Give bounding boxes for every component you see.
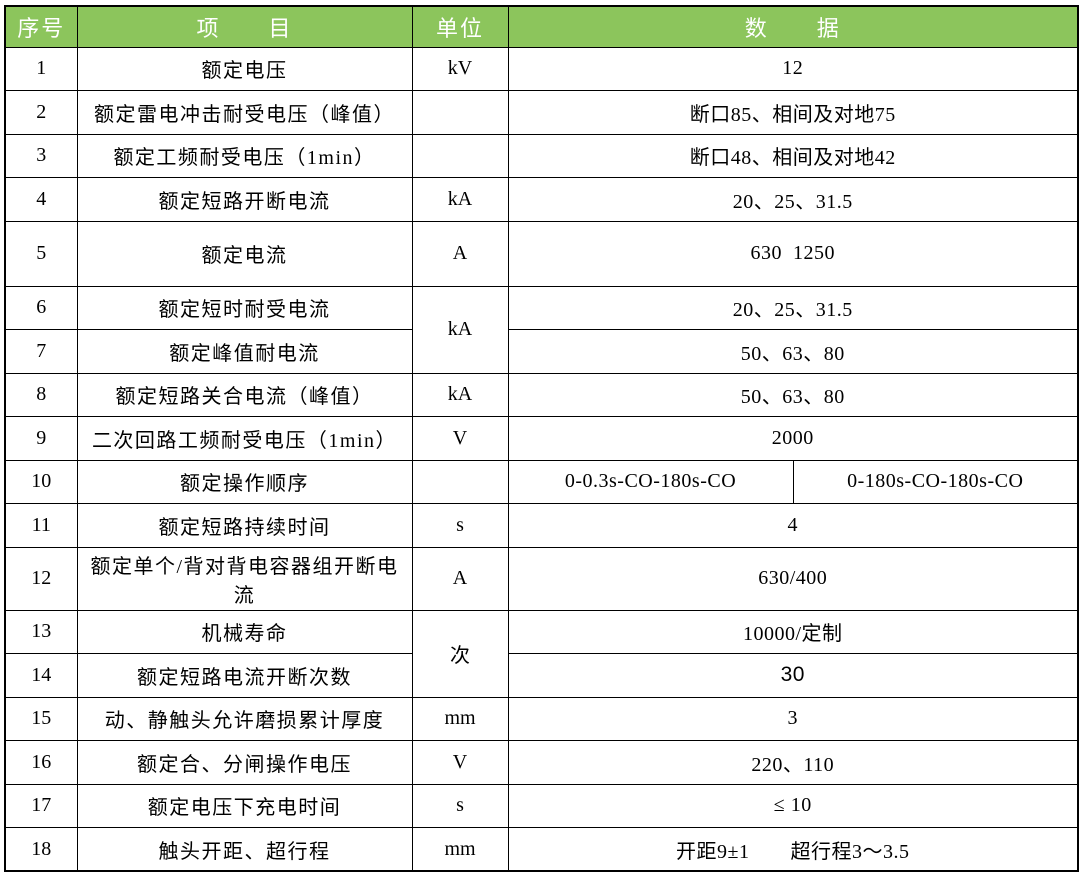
data-cell: 断口85、相间及对地75 [507,90,1079,135]
col-header-unit: 单位 [411,5,509,48]
row-number-cell: 13 [4,609,78,654]
row-number-cell: 14 [4,653,78,698]
data-cell: 220、110 [507,740,1079,785]
table-row: 4 额定短路开断电流 kA 20、25、31.5 [4,177,1079,222]
unit-cell: V [411,416,509,461]
data-cell: 4 [507,503,1079,548]
row-number-cell: 1 [4,46,78,91]
table-row: 18 触头开距、超行程 mm 开距9±1 超行程3～3.5 [4,827,1079,872]
table-row: 17 额定电压下充电时间 s ≤ 10 [4,783,1079,828]
spec-table: 序号 项 目 单位 数 据 1 额定电压 kV 12 2 额定雷电冲击耐受电压（… [4,5,1080,872]
item-cell: 额定短路开断电流 [76,177,413,222]
table-header: 序号 项 目 单位 数 据 [4,5,1079,48]
unit-cell: kA [411,372,509,417]
row-number-cell: 16 [4,740,78,785]
unit-cell-merged: 次 [411,609,509,698]
row-number-cell: 6 [4,285,78,330]
table-row: 16 额定合、分闸操作电压 V 220、110 [4,740,1079,785]
row-number-cell: 8 [4,372,78,417]
unit-cell: kV [411,46,509,91]
unit-cell: mm [411,827,509,872]
table-row: 5 额定电流 A 630 1250 [4,220,1079,287]
data-cell: 630/400 [507,546,1079,611]
row-number-cell: 5 [4,220,78,287]
item-cell: 额定电压 [76,46,413,91]
row-number-cell: 11 [4,503,78,548]
item-cell: 动、静触头允许磨损累计厚度 [76,696,413,741]
item-cell: 额定合、分闸操作电压 [76,740,413,785]
data-cell: 开距9±1 超行程3～3.5 [507,827,1079,872]
data-cell: 2000 [507,416,1079,461]
data-cell: 20、25、31.5 [507,177,1079,222]
col-header-no: 序号 [4,5,78,48]
data-cell: 3 [507,696,1079,741]
table-row: 3 额定工频耐受电压（1min） 断口48、相间及对地42 [4,133,1079,178]
data-cell: 断口48、相间及对地42 [507,133,1079,178]
item-cell: 额定雷电冲击耐受电压（峰值） [76,90,413,135]
item-cell: 额定短路持续时间 [76,503,413,548]
row-number-cell: 10 [4,459,78,504]
unit-cell [411,90,509,135]
table-body: 1 额定电压 kV 12 2 额定雷电冲击耐受电压（峰值） 断口85、相间及对地… [4,46,1079,872]
item-cell: 二次回路工频耐受电压（1min） [76,416,413,461]
data-cell: 10000/定制 [507,609,1079,654]
col-header-item: 项 目 [76,5,413,48]
table-row: 1 额定电压 kV 12 [4,46,1079,91]
table-row: 2 额定雷电冲击耐受电压（峰值） 断口85、相间及对地75 [4,90,1079,135]
item-cell: 额定短路关合电流（峰值） [76,372,413,417]
row-number-cell: 15 [4,696,78,741]
row-number-cell: 2 [4,90,78,135]
unit-cell: kA [411,177,509,222]
table-row: 11 额定短路持续时间 s 4 [4,503,1079,548]
row-number-cell: 7 [4,329,78,374]
unit-cell-merged: kA [411,285,509,374]
table-row: 13 机械寿命 次 10000/定制 [4,609,1079,698]
row-number-cell: 3 [4,133,78,178]
item-cell: 额定电压下充电时间 [76,783,413,828]
unit-cell: s [411,783,509,828]
data-cell: 50、63、80 [507,372,1079,417]
table-row: 7 额定峰值耐电流 50、63、80 [4,329,1079,374]
unit-cell: mm [411,696,509,741]
row-number-cell: 18 [4,827,78,872]
item-cell: 额定短时耐受电流 [76,285,413,330]
row-number-cell: 12 [4,546,78,611]
unit-cell [411,459,509,504]
unit-cell: s [411,503,509,548]
item-cell: 额定操作顺序 [76,459,413,504]
item-cell: 额定工频耐受电压（1min） [76,133,413,178]
item-cell: 额定短路电流开断次数 [76,653,413,698]
data-cell: 30 [507,653,1079,698]
item-cell: 触头开距、超行程 [76,827,413,872]
table-row: 9 二次回路工频耐受电压（1min） V 2000 [4,416,1079,461]
unit-cell: A [411,220,509,287]
header-row: 序号 项 目 单位 数 据 [4,5,1079,48]
unit-cell: V [411,740,509,785]
row-number-cell: 9 [4,416,78,461]
unit-cell [411,133,509,178]
data-cell: 630 1250 [507,220,1079,287]
item-cell: 额定峰值耐电流 [76,329,413,374]
table-row: 12 额定单个/背对背电容器组开断电流 A 630/400 [4,546,1079,611]
data-cell-left: 0-0.3s-CO-180s-CO [507,459,794,504]
item-cell: 机械寿命 [76,609,413,654]
table-row: 8 额定短路关合电流（峰值） kA 50、63、80 [4,372,1079,417]
table-row: 10 额定操作顺序 0-0.3s-CO-180s-CO 0-180s-CO-18… [4,459,1079,504]
col-header-data: 数 据 [507,5,1079,48]
table-row: 15 动、静触头允许磨损累计厚度 mm 3 [4,696,1079,741]
data-cell: ≤ 10 [507,783,1079,828]
data-cell: 12 [507,46,1079,91]
item-cell: 额定单个/背对背电容器组开断电流 [76,546,413,611]
unit-cell: A [411,546,509,611]
table-row: 14 额定短路电流开断次数 30 [4,653,1079,698]
data-cell: 20、25、31.5 [507,285,1079,330]
table-row: 6 额定短时耐受电流 kA 20、25、31.5 [4,285,1079,374]
item-cell: 额定电流 [76,220,413,287]
row-number-cell: 17 [4,783,78,828]
row-number-cell: 4 [4,177,78,222]
data-cell-right: 0-180s-CO-180s-CO [792,459,1079,504]
data-cell: 50、63、80 [507,329,1079,374]
